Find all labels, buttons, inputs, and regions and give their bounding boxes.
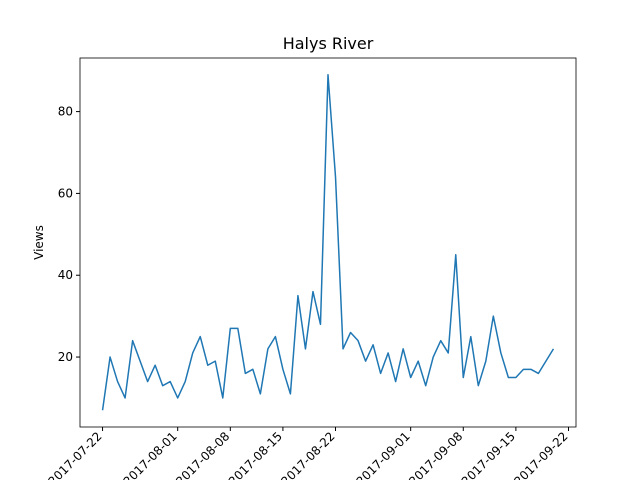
y-tick-label: 20 xyxy=(58,350,73,364)
line xyxy=(101,74,555,411)
y-tick-label: 60 xyxy=(58,186,73,200)
chart-title: Halys River xyxy=(283,34,374,53)
y-axis-label: Views xyxy=(32,225,46,260)
y-tick-label: 40 xyxy=(58,268,73,282)
y-tick-label: 80 xyxy=(58,105,73,119)
plot-frame xyxy=(79,57,577,428)
